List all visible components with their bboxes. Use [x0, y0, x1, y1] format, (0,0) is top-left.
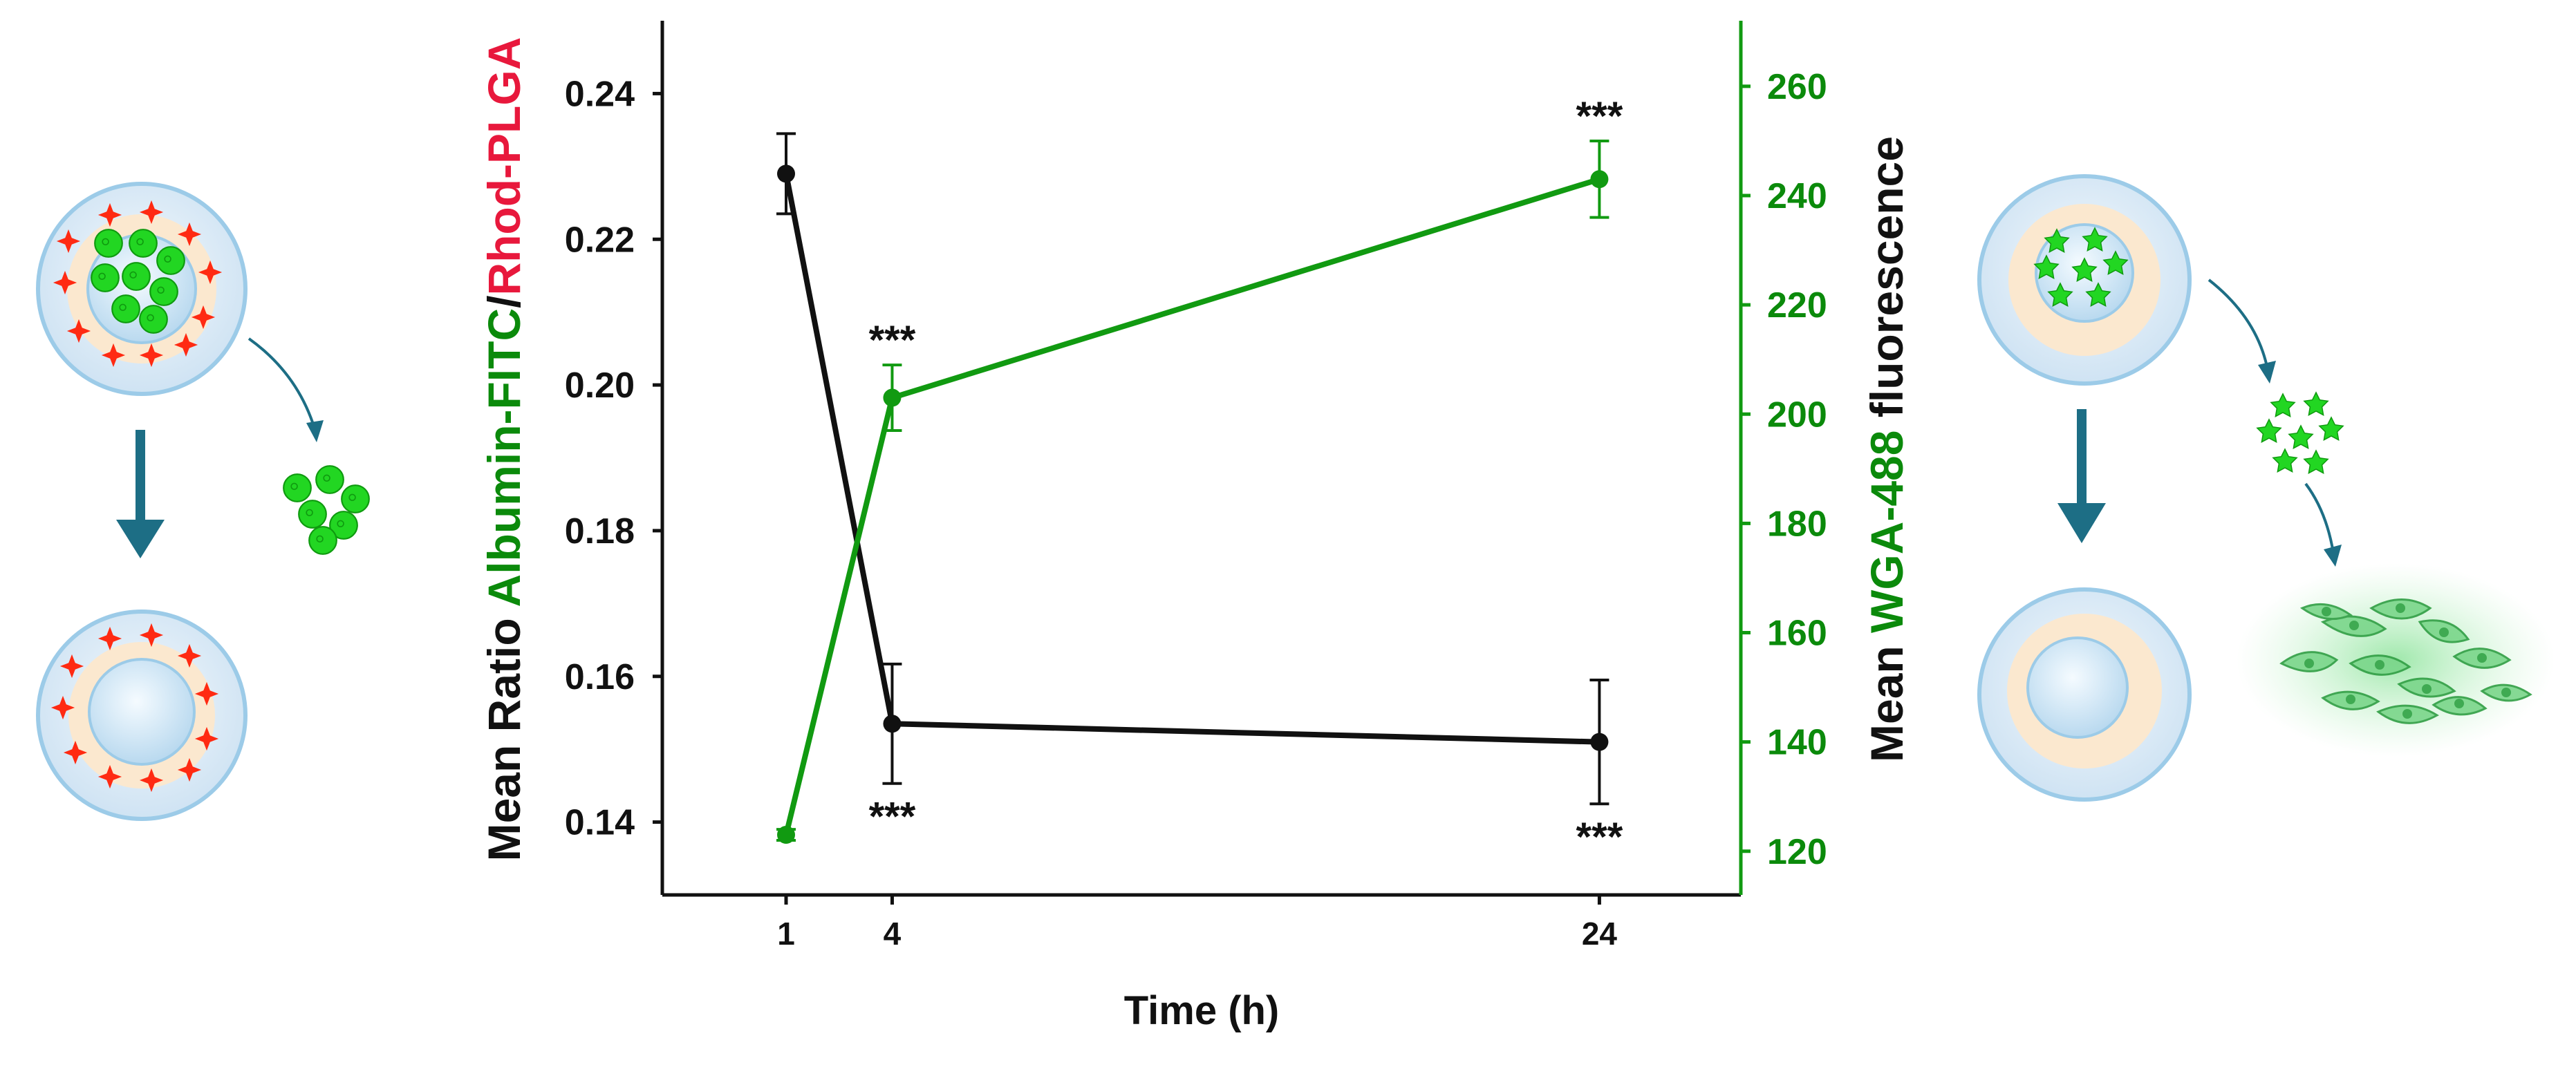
release-arrow: [248, 337, 316, 429]
right-tick-label: 120: [1767, 832, 1827, 872]
significance-marker: ***: [1576, 94, 1623, 139]
series-layer: [776, 132, 1609, 844]
left-axis-ticks: 0.14 0.16 0.18 0.20 0.22 0.24: [565, 74, 662, 843]
left-tick-label: 0.24: [565, 74, 635, 114]
x-tick-label: 1: [777, 916, 795, 952]
right-tick-label: 220: [1767, 285, 1827, 325]
release-arrow-right-2: [2304, 482, 2335, 554]
right-tick-label: 160: [1767, 614, 1827, 654]
axis-label-part: fluorescence: [1861, 136, 1912, 431]
significance-marker: ***: [1576, 815, 1623, 860]
right-tick-label: 260: [1767, 67, 1827, 107]
released-albumin-particles: [283, 465, 370, 555]
left-tick-label: 0.18: [565, 511, 635, 551]
x-axis-ticks: 1 4 24: [777, 895, 1617, 952]
target-cancer-cells: [2237, 563, 2555, 757]
axis-label-part: Rhod-PLGA: [478, 37, 530, 296]
data-point: [777, 826, 796, 844]
right-illustration: [1977, 174, 2555, 802]
left-tick-label: 0.22: [565, 220, 635, 260]
series-line: [783, 173, 1600, 745]
series-wga-fluorescence: [776, 139, 1609, 844]
emptied-cell: [36, 610, 248, 821]
albumin-loaded-cell: [36, 182, 248, 396]
axes: [660, 21, 1743, 897]
axis-label-part: Mean Ratio: [478, 607, 530, 861]
right-axis-label: Mean WGA-488 fluorescence: [1861, 136, 1912, 762]
down-arrow-left: [116, 430, 165, 558]
left-tick-label: 0.14: [565, 803, 635, 843]
right-axis-ticks: 120 140 160 180 200 220 240 260: [1741, 67, 1827, 872]
axis-label-part: WGA-488: [1861, 431, 1912, 633]
axis-label-part: Albumin-FITC: [478, 308, 530, 607]
right-tick-label: 240: [1767, 176, 1827, 216]
significance-marker: ***: [869, 318, 916, 363]
data-point: [1590, 170, 1609, 189]
axis-label-part: Mean: [1861, 633, 1912, 762]
left-illustration: [36, 182, 370, 821]
emptied-cell-right: [1977, 587, 2192, 802]
axis-label-part: /: [478, 296, 530, 308]
x-axis-label: Time (h): [1124, 988, 1280, 1033]
left-tick-label: 0.16: [565, 657, 635, 697]
released-wga-stars: [2257, 392, 2344, 474]
release-arrow-right-1: [2208, 278, 2269, 370]
significance-marker: ***: [869, 795, 916, 840]
down-arrow-right: [2057, 409, 2106, 543]
chart: 0.14 0.16 0.18 0.20 0.22 0.24 120 140 160 180 200…: [478, 21, 1912, 1033]
wga-loaded-cell: [1977, 174, 2192, 386]
series-albumin-ratio: [776, 132, 1609, 806]
significance-annotations: *** *** *** ***: [869, 94, 1623, 860]
x-tick-label: 24: [1582, 916, 1618, 952]
data-point: [883, 388, 902, 407]
right-tick-label: 180: [1767, 504, 1827, 544]
right-tick-label: 200: [1767, 395, 1827, 435]
x-tick-label: 4: [884, 916, 902, 952]
right-tick-label: 140: [1767, 723, 1827, 763]
left-tick-label: 0.20: [565, 366, 635, 406]
left-axis-label: Mean Ratio Albumin-FITC/Rhod-PLGA: [478, 37, 530, 862]
data-point: [1590, 733, 1609, 751]
data-point: [883, 715, 902, 733]
data-point: [777, 164, 796, 183]
